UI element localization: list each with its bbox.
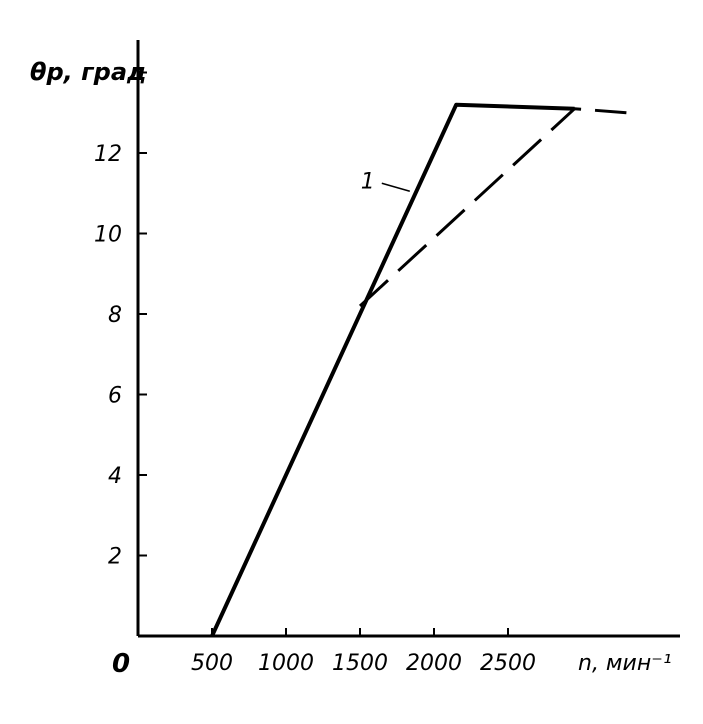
x-tick-label-500: 500 — [191, 651, 233, 676]
x-axis-title: n, мин⁻¹ — [578, 651, 672, 676]
y-tick-label-8: 8 — [108, 303, 122, 328]
x-tick-label-1500: 1500 — [332, 651, 388, 676]
annotation-label-0: 1 — [361, 169, 375, 194]
y-tick-label-6: 6 — [108, 384, 122, 409]
series-solid-line — [210, 102, 575, 637]
labels-layer: θр, град n, мин⁻¹ 0 500 1000 1500 2000 2500 2… — [30, 58, 672, 679]
x-tick-label-2500: 2500 — [480, 651, 536, 676]
series-layer — [210, 102, 627, 637]
y-axis-title: θр, град — [30, 58, 146, 86]
origin-label: 0 — [112, 649, 130, 679]
series-dashed-line — [358, 107, 627, 308]
axes — [136, 40, 680, 638]
y-tick-label-12: 12 — [94, 142, 122, 167]
y-tick-label-2: 2 — [108, 545, 122, 570]
x-tick-label-1000: 1000 — [258, 651, 314, 676]
y-tick-label-4: 4 — [108, 464, 122, 489]
y-tick-label-10: 10 — [94, 223, 122, 248]
x-tick-label-2000: 2000 — [406, 651, 462, 676]
annotation-leader-0 — [381, 182, 411, 192]
